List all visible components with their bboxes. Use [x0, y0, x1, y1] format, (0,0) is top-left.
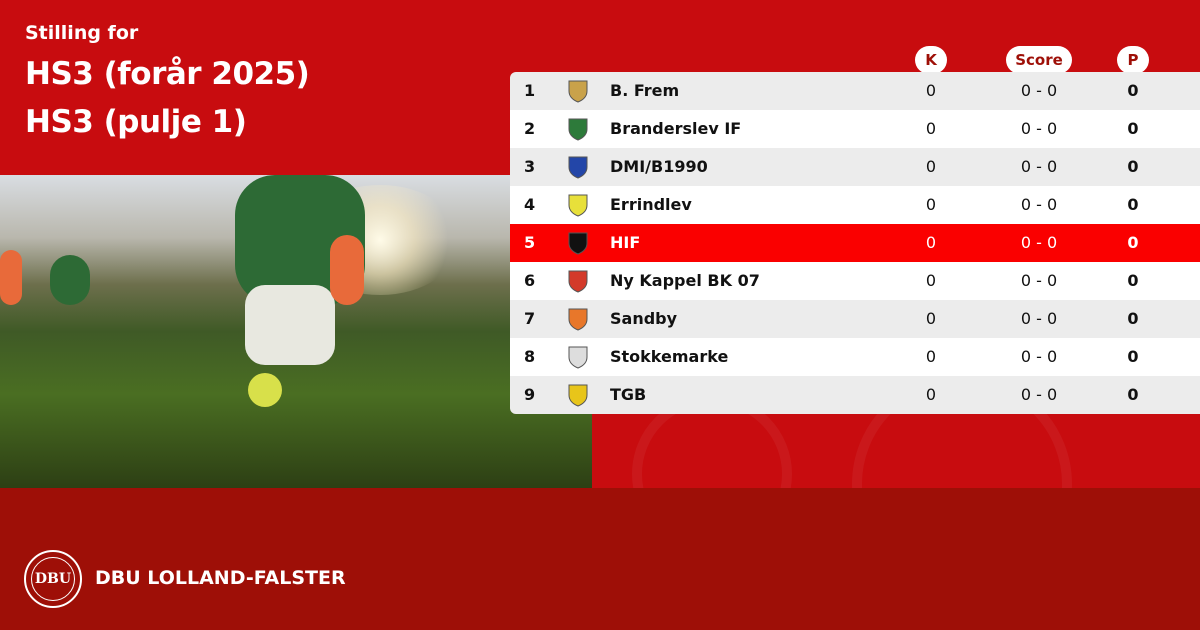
- table-row[interactable]: 9 TGB 0 0 - 0 0: [510, 376, 1200, 414]
- column-header-k[interactable]: K: [915, 46, 947, 74]
- team-name[interactable]: DMI/B1990: [610, 157, 708, 176]
- table-row[interactable]: 1 B. Frem 0 0 - 0 0: [510, 72, 1200, 110]
- points: 0: [1127, 347, 1139, 366]
- team-logo-icon: [566, 345, 590, 369]
- rank: 5: [524, 233, 536, 252]
- rank: 9: [524, 385, 536, 404]
- matches-played: 0: [925, 385, 937, 404]
- goal-score: 0 - 0: [1020, 157, 1058, 176]
- table-row[interactable]: 6 Ny Kappel BK 07 0 0 - 0 0: [510, 262, 1200, 300]
- team-logo-icon: [566, 117, 590, 141]
- rank: 7: [524, 309, 536, 328]
- brand-name: DBU LOLLAND-FALSTER: [95, 567, 346, 589]
- team-logo-icon: [566, 383, 590, 407]
- table-row[interactable]: 8 Stokkemarke 0 0 - 0 0: [510, 338, 1200, 376]
- points: 0: [1127, 157, 1139, 176]
- points: 0: [1127, 233, 1139, 252]
- matches-played: 0: [925, 347, 937, 366]
- rank: 2: [524, 119, 536, 138]
- table-row[interactable]: 4 Errindlev 0 0 - 0 0: [510, 186, 1200, 224]
- points: 0: [1127, 81, 1139, 100]
- goal-score: 0 - 0: [1020, 309, 1058, 328]
- team-logo-icon: [566, 193, 590, 217]
- points: 0: [1127, 119, 1139, 138]
- goal-score: 0 - 0: [1020, 81, 1058, 100]
- points: 0: [1127, 309, 1139, 328]
- table-row[interactable]: 5 HIF 0 0 - 0 0: [510, 224, 1200, 262]
- matches-played: 0: [925, 271, 937, 290]
- team-name[interactable]: TGB: [610, 385, 647, 404]
- rank: 6: [524, 271, 536, 290]
- points: 0: [1127, 271, 1139, 290]
- dbu-logo: DBU: [24, 550, 82, 608]
- team-logo-icon: [566, 79, 590, 103]
- goal-score: 0 - 0: [1020, 385, 1058, 404]
- watermark: [592, 414, 1200, 488]
- team-name[interactable]: Ny Kappel BK 07: [610, 271, 760, 290]
- goal-score: 0 - 0: [1020, 119, 1058, 138]
- goal-score: 0 - 0: [1020, 195, 1058, 214]
- team-logo-icon: [566, 231, 590, 255]
- rank: 8: [524, 347, 536, 366]
- team-name[interactable]: Sandby: [610, 309, 678, 328]
- table-row[interactable]: 3 DMI/B1990 0 0 - 0 0: [510, 148, 1200, 186]
- matches-played: 0: [925, 233, 937, 252]
- table-row[interactable]: 2 Branderslev IF 0 0 - 0 0: [510, 110, 1200, 148]
- column-header-score[interactable]: Score: [1006, 46, 1072, 74]
- matches-played: 0: [925, 119, 937, 138]
- rank: 1: [524, 81, 536, 100]
- rank: 3: [524, 157, 536, 176]
- table-row[interactable]: 7 Sandby 0 0 - 0 0: [510, 300, 1200, 338]
- team-name[interactable]: Stokkemarke: [610, 347, 729, 366]
- points: 0: [1127, 195, 1139, 214]
- matches-played: 0: [925, 157, 937, 176]
- team-name[interactable]: Errindlev: [610, 195, 692, 214]
- column-header-p[interactable]: P: [1117, 46, 1149, 74]
- footer: [0, 488, 1200, 630]
- team-name[interactable]: Branderslev IF: [610, 119, 742, 138]
- team-logo-icon: [566, 155, 590, 179]
- matches-played: 0: [925, 309, 937, 328]
- title-pool: HS3 (pulje 1): [25, 104, 247, 140]
- team-name[interactable]: HIF: [610, 233, 641, 252]
- matches-played: 0: [925, 195, 937, 214]
- matches-played: 0: [925, 81, 937, 100]
- title-season: HS3 (forår 2025): [25, 56, 310, 92]
- goal-score: 0 - 0: [1020, 347, 1058, 366]
- rank: 4: [524, 195, 536, 214]
- goal-score: 0 - 0: [1020, 271, 1058, 290]
- subtitle: Stilling for: [25, 22, 139, 44]
- team-logo-icon: [566, 269, 590, 293]
- football-photo: [0, 175, 592, 488]
- goal-score: 0 - 0: [1020, 233, 1058, 252]
- team-name[interactable]: B. Frem: [610, 81, 680, 100]
- points: 0: [1127, 385, 1139, 404]
- team-logo-icon: [566, 307, 590, 331]
